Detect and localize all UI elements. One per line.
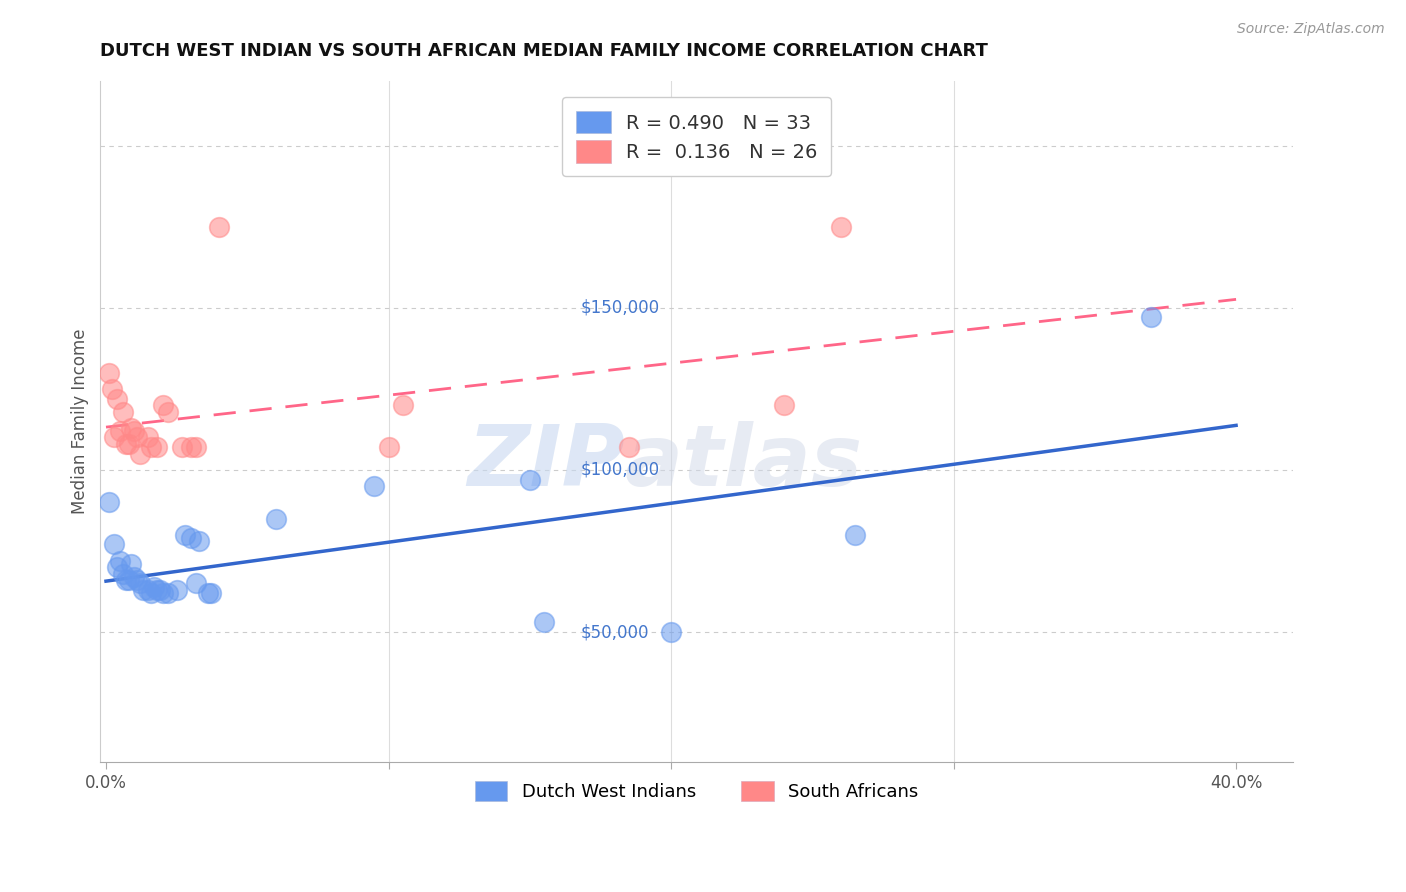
Point [188, 534, 211, 549]
Point [103, 537, 125, 551]
Point [120, 421, 142, 435]
Point [186, 576, 208, 591]
Point [105, 560, 128, 574]
Point [122, 570, 145, 584]
Point [172, 440, 194, 454]
Point [166, 582, 188, 597]
Point [122, 424, 145, 438]
Point [391, 398, 413, 412]
Point [152, 586, 174, 600]
Point [132, 582, 155, 597]
Point [120, 557, 142, 571]
Point [200, 586, 222, 600]
Point [97, 495, 120, 509]
Point [138, 430, 160, 444]
Text: $200,000: $200,000 [581, 136, 659, 154]
Point [114, 437, 136, 451]
Point [519, 473, 541, 487]
Point [659, 625, 682, 640]
Point [146, 440, 169, 454]
Point [103, 430, 125, 444]
Point [111, 566, 134, 581]
Point [533, 615, 555, 630]
Point [143, 580, 166, 594]
Point [264, 511, 287, 525]
Point [186, 440, 208, 454]
Point [125, 430, 148, 444]
Point [100, 382, 122, 396]
Point [152, 398, 174, 412]
Y-axis label: Median Family Income: Median Family Income [72, 328, 89, 514]
Point [180, 440, 202, 454]
Point [125, 573, 148, 587]
Point [208, 219, 231, 234]
Legend: Dutch West Indians, South Africans: Dutch West Indians, South Africans [463, 768, 931, 814]
Point [138, 582, 160, 597]
Point [146, 582, 169, 597]
Point [129, 576, 152, 591]
Point [108, 424, 131, 438]
Text: $50,000: $50,000 [581, 623, 650, 641]
Point [149, 582, 172, 597]
Point [174, 528, 197, 542]
Text: $150,000: $150,000 [581, 299, 659, 317]
Text: Source: ZipAtlas.com: Source: ZipAtlas.com [1237, 22, 1385, 37]
Point [111, 404, 134, 418]
Point [844, 528, 866, 542]
Point [117, 573, 139, 587]
Point [363, 479, 385, 493]
Point [617, 440, 640, 454]
Point [141, 586, 163, 600]
Point [105, 392, 128, 406]
Point [377, 440, 399, 454]
Point [1140, 310, 1163, 325]
Point [141, 440, 163, 454]
Point [830, 219, 852, 234]
Point [157, 586, 180, 600]
Point [157, 404, 180, 418]
Text: DUTCH WEST INDIAN VS SOUTH AFRICAN MEDIAN FAMILY INCOME CORRELATION CHART: DUTCH WEST INDIAN VS SOUTH AFRICAN MEDIA… [100, 42, 988, 60]
Point [117, 437, 139, 451]
Point [197, 586, 219, 600]
Text: $100,000: $100,000 [581, 461, 659, 479]
Text: ZIP: ZIP [467, 421, 624, 504]
Point [108, 554, 131, 568]
Text: atlas: atlas [624, 421, 863, 504]
Point [97, 366, 120, 380]
Point [114, 573, 136, 587]
Point [129, 447, 152, 461]
Point [180, 531, 202, 545]
Point [773, 398, 796, 412]
